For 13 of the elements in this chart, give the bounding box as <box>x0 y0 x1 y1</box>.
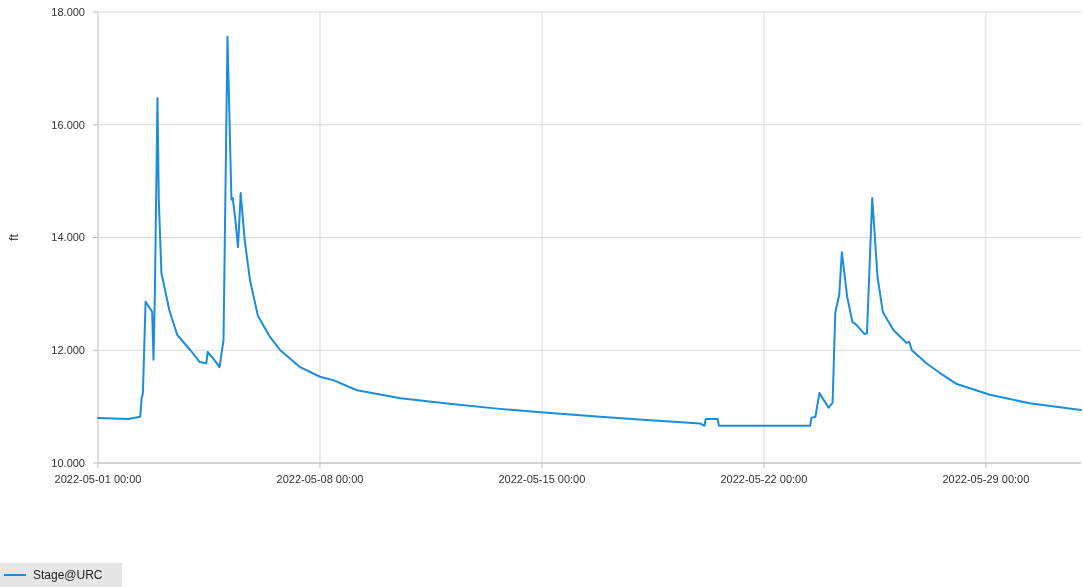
y-tick-label: 18.000 <box>51 5 85 18</box>
y-tick-label: 14.000 <box>51 231 85 244</box>
y-tick-label: 12.000 <box>51 344 85 357</box>
x-tick-label: 2022-05-01 00:00 <box>54 473 142 485</box>
line-series <box>97 35 1082 427</box>
x-tick-label: 2022-05-22 00:00 <box>720 473 808 485</box>
y-tick-label: 16.000 <box>51 118 85 131</box>
x-tick-label: 2022-05-15 00:00 <box>498 473 586 485</box>
legend-label: Stage@URC <box>33 568 103 583</box>
y-axis-title: ft <box>7 233 21 241</box>
x-tick-label: 2022-05-08 00:00 <box>276 473 364 485</box>
y-tick-label: 10.000 <box>51 456 85 469</box>
x-tick-label: 2022-05-29 00:00 <box>942 473 1030 485</box>
